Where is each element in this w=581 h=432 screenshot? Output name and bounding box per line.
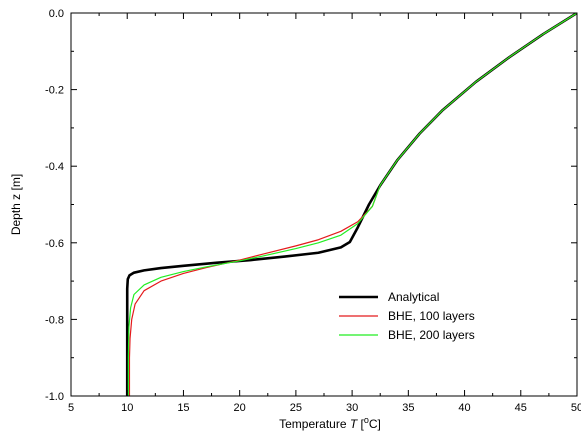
series-line-3: [127, 13, 577, 396]
legend-label-3: BHE, 200 layers: [388, 328, 475, 342]
y-tick-label: -0.4: [45, 161, 64, 173]
x-tick-label: 50: [571, 402, 581, 414]
x-tick-label: 20: [234, 402, 246, 414]
x-tick-label: 5: [68, 402, 74, 414]
y-axis-label: Depth z [m]: [9, 174, 23, 235]
x-tick-label: 25: [290, 402, 302, 414]
plot-area: [125, 13, 577, 396]
x-tick-label: 15: [177, 402, 189, 414]
legend-label-2: BHE, 100 layers: [388, 309, 475, 323]
x-tick-label: 10: [121, 402, 133, 414]
x-tick-label: 35: [402, 402, 414, 414]
plot-frame: [70, 12, 578, 397]
series-line-1: [125, 13, 577, 396]
axes: 5 10 15 20 25 30 35 40 45 50 0.0 -0.2 -0.4 -0.6 -0.8 -1…: [9, 8, 581, 431]
x-tick-label: 30: [346, 402, 358, 414]
x-tick-label: 40: [458, 402, 470, 414]
y-tick-label: -0.6: [45, 238, 64, 250]
legend-label-1: Analytical: [388, 290, 439, 304]
y-tick-label: -0.2: [45, 85, 64, 97]
x-tick-label: 45: [515, 402, 527, 414]
y-tick-label: 0.0: [49, 8, 64, 20]
y-tick-label: -1.0: [45, 391, 64, 403]
legend: Analytical BHE, 100 layers BHE, 200 layers: [339, 290, 475, 342]
series-line-2: [128, 13, 577, 396]
y-tick-label: -0.8: [45, 314, 64, 326]
x-axis-label: Temperature T [oC]: [279, 415, 381, 431]
